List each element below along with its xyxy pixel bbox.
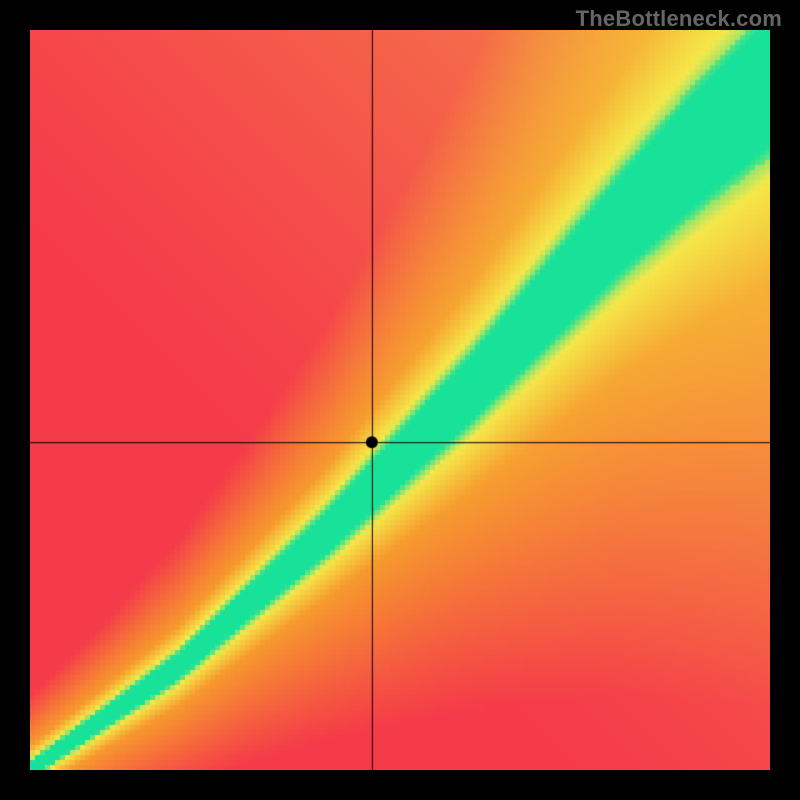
watermark-label: TheBottleneck.com [576,6,782,32]
heatmap-canvas [30,30,770,770]
chart-container: TheBottleneck.com [0,0,800,800]
